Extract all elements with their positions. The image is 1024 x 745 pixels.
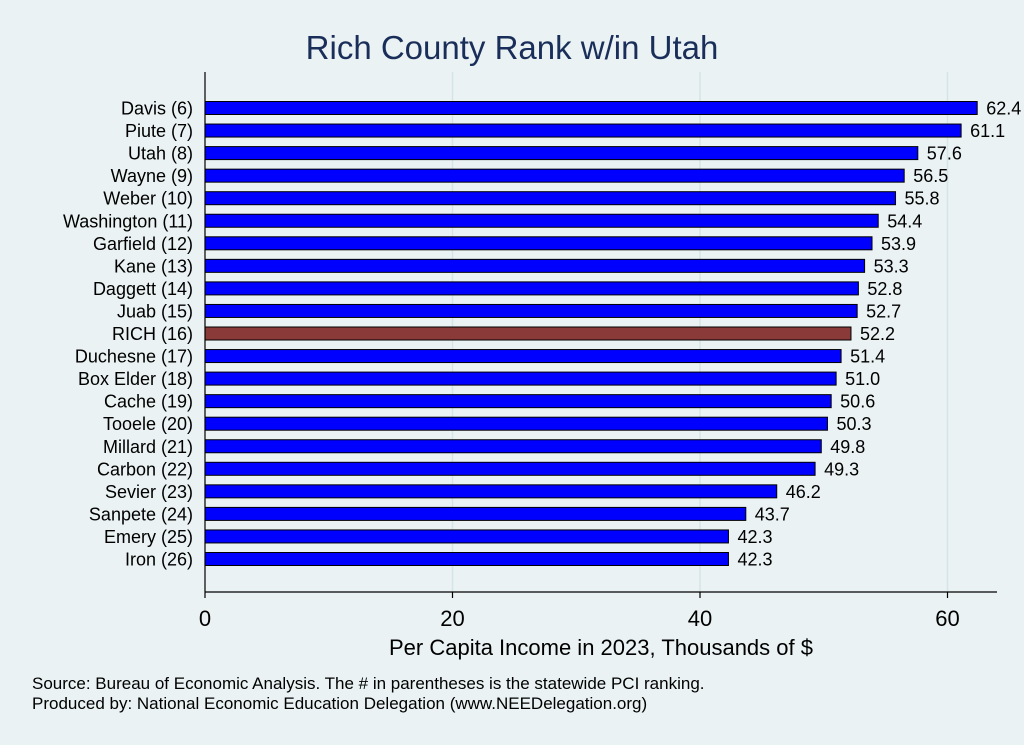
category-label: Box Elder (18) bbox=[78, 369, 193, 389]
value-label: 43.7 bbox=[755, 504, 790, 524]
category-label: Kane (13) bbox=[114, 256, 193, 276]
value-label: 56.5 bbox=[913, 166, 948, 186]
bar bbox=[204, 461, 816, 476]
x-tick-label: 0 bbox=[199, 606, 211, 631]
category-label: Sanpete (24) bbox=[89, 504, 193, 524]
value-label: 52.8 bbox=[867, 279, 902, 299]
value-label: 50.6 bbox=[840, 392, 875, 412]
value-label: 49.3 bbox=[824, 459, 859, 479]
bar-highlight bbox=[204, 326, 852, 341]
bar bbox=[204, 213, 879, 228]
value-label: 51.0 bbox=[845, 369, 880, 389]
value-label: 42.3 bbox=[737, 550, 772, 570]
bar bbox=[204, 371, 837, 386]
chart-title: Rich County Rank w/in Utah bbox=[306, 29, 719, 66]
value-label: 53.3 bbox=[874, 256, 909, 276]
footnote-source: Source: Bureau of Economic Analysis. The… bbox=[32, 674, 705, 693]
category-label: Sevier (23) bbox=[105, 482, 193, 502]
value-label: 57.6 bbox=[927, 144, 962, 164]
value-label: 52.2 bbox=[860, 324, 895, 344]
bar bbox=[204, 349, 842, 364]
x-tick-label: 60 bbox=[935, 606, 959, 631]
bar bbox=[204, 168, 905, 183]
category-label: Iron (26) bbox=[125, 550, 193, 570]
value-label: 49.8 bbox=[830, 437, 865, 457]
value-label: 42.3 bbox=[737, 527, 772, 547]
bar bbox=[204, 484, 778, 499]
category-label: Daggett (14) bbox=[93, 279, 193, 299]
category-label: Millard (21) bbox=[103, 437, 193, 457]
category-label: Juab (15) bbox=[117, 301, 193, 321]
bar bbox=[204, 416, 828, 431]
category-label: RICH (16) bbox=[112, 324, 193, 344]
axes bbox=[204, 72, 997, 598]
value-label: 62.4 bbox=[986, 99, 1021, 119]
x-tick-label: 40 bbox=[688, 606, 712, 631]
category-label: Davis (6) bbox=[121, 99, 193, 119]
bar bbox=[204, 146, 919, 161]
category-label: Wayne (9) bbox=[111, 166, 193, 186]
value-label: 52.7 bbox=[866, 301, 901, 321]
x-tick-label: 20 bbox=[440, 606, 464, 631]
category-label: Duchesne (17) bbox=[75, 347, 193, 367]
value-label: 53.9 bbox=[881, 234, 916, 254]
category-label: Utah (8) bbox=[128, 144, 193, 164]
x-axis-label: Per Capita Income in 2023, Thousands of … bbox=[389, 635, 813, 660]
bar bbox=[204, 552, 729, 566]
value-label: 51.4 bbox=[850, 347, 885, 367]
category-label: Garfield (12) bbox=[93, 234, 193, 254]
category-labels: Davis (6)Piute (7) Utah (8)Wayne (9) Weber… bbox=[63, 99, 193, 570]
category-label: Carbon (22) bbox=[97, 459, 193, 479]
value-label: 61.1 bbox=[970, 121, 1005, 141]
category-label: Weber (10) bbox=[103, 189, 193, 209]
category-label: Emery (25) bbox=[104, 527, 193, 547]
bar bbox=[204, 258, 866, 273]
bar bbox=[204, 101, 978, 115]
value-label: 55.8 bbox=[905, 189, 940, 209]
bar bbox=[204, 506, 747, 521]
category-label: Cache (19) bbox=[104, 392, 193, 412]
bar bbox=[204, 394, 832, 409]
category-label: Washington (11) bbox=[63, 211, 193, 231]
bar bbox=[204, 191, 897, 206]
bar bbox=[204, 281, 859, 296]
bar bbox=[204, 439, 822, 454]
bar bbox=[204, 123, 962, 138]
category-label: Tooele (20) bbox=[103, 414, 193, 434]
value-labels: 62.461.1 57.656.5 55.854.4 53.953.3 52.852.7… bbox=[737, 99, 1021, 570]
value-label: 54.4 bbox=[887, 211, 922, 231]
x-tick-labels: 0 20 40 60 bbox=[199, 606, 960, 631]
value-label: 46.2 bbox=[786, 482, 821, 502]
bar bbox=[204, 236, 873, 251]
value-label: 50.3 bbox=[836, 414, 871, 434]
bar bbox=[204, 303, 858, 318]
bar bbox=[204, 529, 729, 544]
footnote-produced-by: Produced by: National Economic Education… bbox=[32, 694, 647, 713]
category-label: Piute (7) bbox=[125, 121, 193, 141]
